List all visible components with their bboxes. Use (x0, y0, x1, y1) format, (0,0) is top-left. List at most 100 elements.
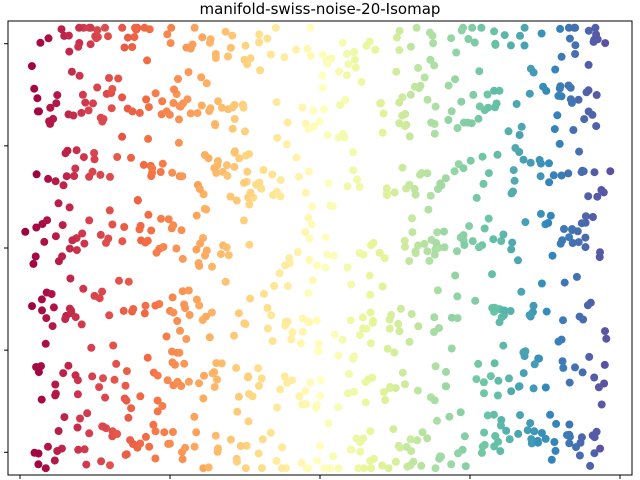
data-point (206, 104, 215, 113)
data-point (243, 60, 252, 69)
data-point (362, 41, 371, 50)
data-point (536, 209, 545, 218)
data-point (383, 344, 392, 353)
data-point (288, 376, 297, 385)
data-point (329, 202, 337, 211)
data-point (295, 392, 304, 401)
data-point (163, 376, 172, 385)
data-point (178, 172, 187, 181)
data-point (85, 172, 94, 181)
data-point (255, 38, 264, 47)
data-point (195, 185, 204, 193)
data-point (41, 464, 50, 473)
data-point (460, 241, 469, 249)
data-point (423, 434, 432, 443)
data-point (565, 233, 574, 242)
data-point (581, 233, 590, 242)
data-point (98, 287, 107, 296)
data-point (453, 124, 462, 132)
data-point (230, 148, 239, 157)
data-point (119, 306, 128, 315)
data-point (572, 443, 580, 452)
data-point (453, 314, 462, 323)
data-point (493, 391, 502, 400)
data-point (343, 263, 352, 272)
data-point (221, 27, 230, 36)
data-point (520, 23, 529, 32)
data-point (198, 33, 207, 42)
data-point (27, 62, 36, 71)
data-point (366, 290, 375, 299)
data-point (244, 373, 252, 382)
data-point (147, 226, 156, 235)
data-point (310, 122, 319, 131)
data-point (401, 242, 409, 251)
data-point (43, 216, 52, 225)
data-point (574, 95, 583, 104)
data-point (502, 426, 511, 435)
data-point (509, 187, 517, 196)
data-point (366, 427, 375, 436)
data-point (170, 85, 178, 94)
data-point (350, 352, 359, 361)
data-point (483, 411, 492, 420)
data-point (292, 153, 301, 162)
data-point (168, 168, 177, 177)
data-point (345, 370, 353, 378)
data-point (560, 225, 568, 233)
data-point (303, 44, 312, 53)
data-point (347, 280, 356, 289)
data-point (85, 23, 94, 32)
data-point (516, 411, 524, 420)
data-point (95, 383, 104, 392)
data-point (535, 156, 544, 164)
data-point (596, 444, 605, 453)
data-point (301, 387, 310, 395)
data-point (420, 73, 429, 82)
data-point (349, 166, 358, 175)
data-point (433, 416, 441, 425)
data-point (563, 431, 571, 440)
data-point (283, 282, 292, 291)
data-point (315, 117, 324, 126)
data-point (390, 348, 399, 357)
data-point (546, 410, 555, 419)
data-point (442, 382, 451, 391)
data-point (395, 119, 404, 128)
data-point (266, 50, 275, 59)
data-point (571, 363, 579, 372)
data-point (447, 344, 456, 353)
data-point (208, 262, 216, 271)
data-point (180, 300, 189, 309)
data-point (514, 429, 523, 438)
data-point (281, 261, 290, 270)
data-point (182, 335, 191, 343)
data-point (544, 219, 553, 227)
data-point (54, 257, 63, 266)
data-point (78, 229, 87, 238)
data-point (196, 239, 205, 248)
data-point (118, 23, 127, 32)
data-point (371, 45, 380, 54)
data-point (70, 172, 79, 180)
data-point (118, 237, 127, 246)
data-point (305, 255, 314, 264)
data-point (113, 430, 122, 438)
data-point (323, 131, 332, 140)
data-point (31, 252, 40, 261)
data-point (178, 254, 187, 263)
data-point (477, 448, 486, 457)
data-point (529, 68, 538, 77)
data-point (204, 154, 213, 163)
data-point (550, 125, 559, 134)
data-point (281, 321, 290, 330)
data-point (242, 441, 251, 450)
data-point (298, 327, 307, 336)
data-point (539, 82, 548, 91)
data-point (276, 176, 285, 185)
data-point (194, 259, 203, 268)
data-point (529, 384, 538, 393)
data-point (442, 367, 450, 376)
data-point (433, 286, 442, 295)
data-point (130, 33, 139, 42)
